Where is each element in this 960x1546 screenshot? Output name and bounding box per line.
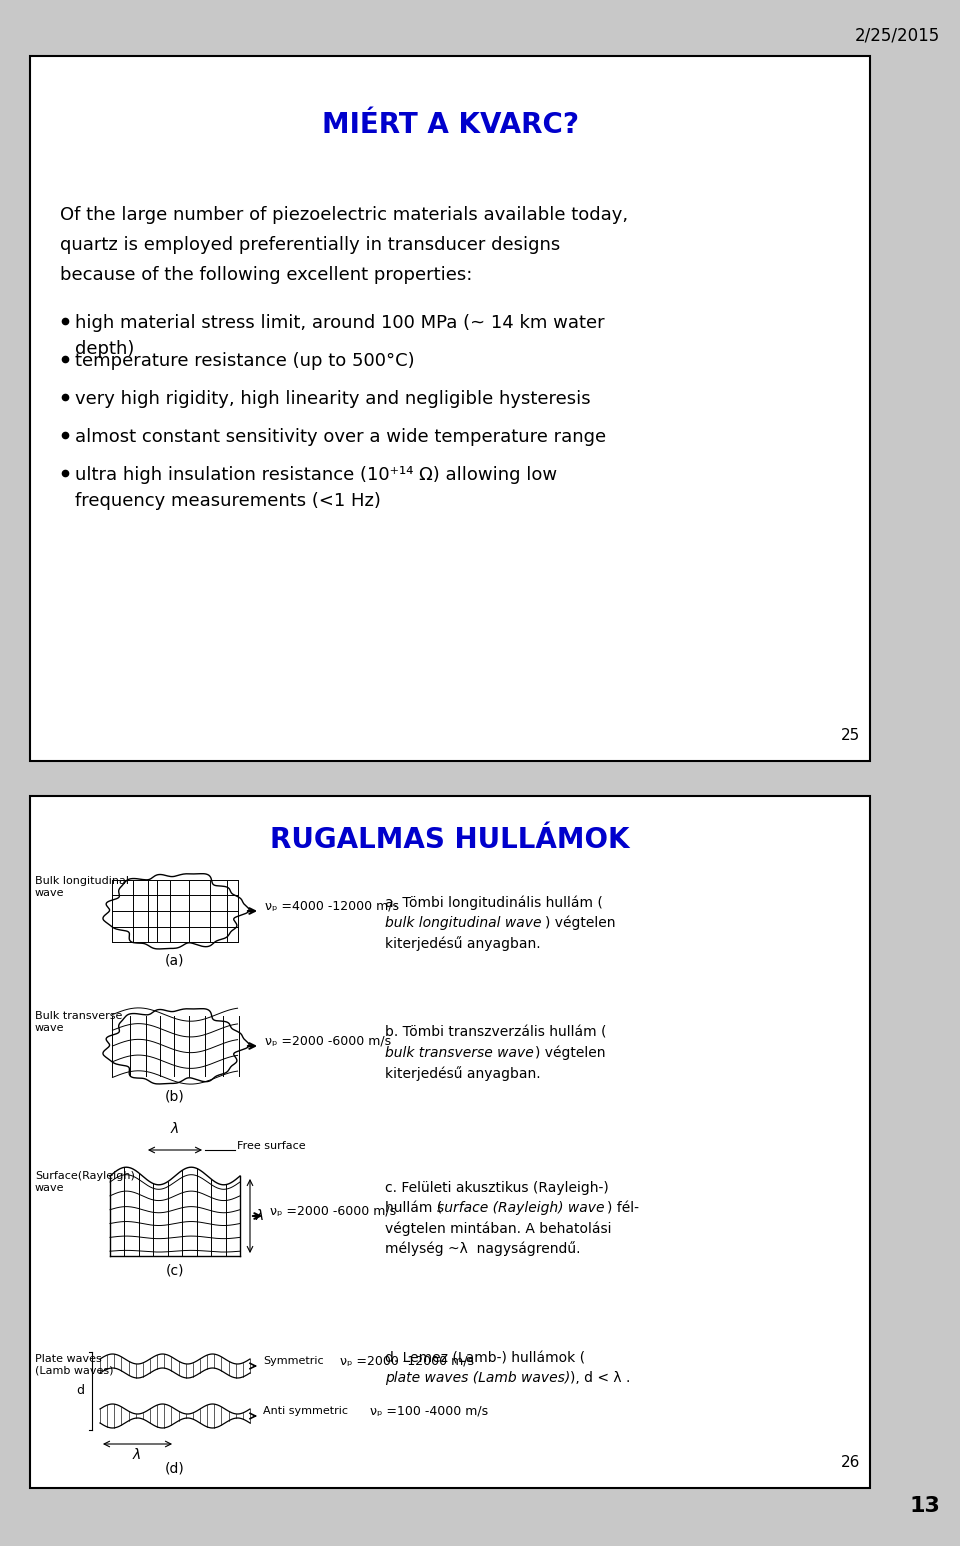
Text: quartz is employed preferentially in transducer designs: quartz is employed preferentially in tra… <box>60 237 561 254</box>
Text: ) végtelen: ) végtelen <box>535 1047 606 1061</box>
Text: Bulk longitudinal
wave: Bulk longitudinal wave <box>35 877 129 898</box>
Bar <box>30 796 870 1487</box>
Text: ) fél-: ) fél- <box>607 1201 639 1215</box>
Text: Of the large number of piezoelectric materials available today,: Of the large number of piezoelectric mat… <box>60 206 628 224</box>
Text: Symmetric: Symmetric <box>263 1356 324 1367</box>
Text: frequency measurements (<1 Hz): frequency measurements (<1 Hz) <box>75 492 381 510</box>
Text: 26: 26 <box>841 1455 860 1470</box>
Text: depth): depth) <box>75 340 134 359</box>
Text: hullám (: hullám ( <box>385 1201 443 1215</box>
Bar <box>30 56 870 761</box>
Text: b. Tömbi transzverzális hullám (: b. Tömbi transzverzális hullám ( <box>385 1027 607 1040</box>
Text: Surface(Rayleigh)
wave: Surface(Rayleigh) wave <box>35 1170 134 1192</box>
Text: MIÉRT A KVARC?: MIÉRT A KVARC? <box>322 111 579 139</box>
Text: (c): (c) <box>166 1265 184 1279</box>
Text: almost constant sensitivity over a wide temperature range: almost constant sensitivity over a wide … <box>75 428 606 445</box>
Text: surface (Rayleigh) wave: surface (Rayleigh) wave <box>437 1201 605 1215</box>
Text: 13: 13 <box>909 1497 940 1517</box>
Text: temperature resistance (up to 500°C): temperature resistance (up to 500°C) <box>75 352 415 369</box>
Text: 2/25/2015: 2/25/2015 <box>854 26 940 43</box>
Text: νₚ =2000 -6000 m/s: νₚ =2000 -6000 m/s <box>265 1034 391 1048</box>
Text: Anti symmetric: Anti symmetric <box>263 1405 348 1416</box>
Text: very high rigidity, high linearity and negligible hysteresis: very high rigidity, high linearity and n… <box>75 390 590 408</box>
Text: plate waves (Lamb waves): plate waves (Lamb waves) <box>385 1371 570 1385</box>
Text: Plate waves
(Lamb waves): Plate waves (Lamb waves) <box>35 1354 113 1376</box>
Text: d. Lemez (Lamb-) hullámok (: d. Lemez (Lamb-) hullámok ( <box>385 1351 586 1365</box>
Text: νₚ =4000 -12000 m/s: νₚ =4000 -12000 m/s <box>265 900 399 912</box>
Text: νₚ =100 -4000 m/s: νₚ =100 -4000 m/s <box>370 1404 488 1418</box>
Text: kiterjedésű anyagban.: kiterjedésű anyagban. <box>385 935 540 951</box>
Text: Bulk transverse
wave: Bulk transverse wave <box>35 1011 122 1033</box>
Text: $\lambda$: $\lambda$ <box>170 1121 180 1136</box>
Text: ) végtelen: ) végtelen <box>545 915 615 931</box>
Text: νₚ =2000 -6000 m/s: νₚ =2000 -6000 m/s <box>270 1204 396 1218</box>
Text: bulk longitudinal wave: bulk longitudinal wave <box>385 915 541 931</box>
Text: νₚ =2000 -12000 m/s: νₚ =2000 -12000 m/s <box>340 1354 474 1368</box>
Text: végtelen mintában. A behatolási: végtelen mintában. A behatolási <box>385 1221 612 1235</box>
Text: Free surface: Free surface <box>237 1141 305 1152</box>
Text: $\lambda$: $\lambda$ <box>255 1209 264 1223</box>
Text: a. Tömbi longitudinális hullám (: a. Tömbi longitudinális hullám ( <box>385 897 603 911</box>
Text: RUGALMAS HULLÁMOK: RUGALMAS HULLÁMOK <box>271 826 630 853</box>
Text: because of the following excellent properties:: because of the following excellent prope… <box>60 266 472 284</box>
Text: kiterjedésű anyagban.: kiterjedésű anyagban. <box>385 1067 540 1081</box>
Text: c. Felületi akusztikus (Rayleigh-): c. Felületi akusztikus (Rayleigh-) <box>385 1181 609 1195</box>
Text: (a): (a) <box>165 954 184 968</box>
Text: $\lambda$: $\lambda$ <box>132 1447 142 1463</box>
Text: 25: 25 <box>841 728 860 744</box>
Text: high material stress limit, around 100 MPa (~ 14 km water: high material stress limit, around 100 M… <box>75 314 605 332</box>
Text: d: d <box>76 1385 84 1398</box>
Text: (d): (d) <box>165 1463 185 1476</box>
Text: (b): (b) <box>165 1088 185 1102</box>
Text: ), d < λ .: ), d < λ . <box>570 1371 631 1385</box>
Text: bulk transverse wave: bulk transverse wave <box>385 1047 534 1061</box>
Text: ultra high insulation resistance (10⁺¹⁴ Ω) allowing low: ultra high insulation resistance (10⁺¹⁴ … <box>75 465 557 484</box>
Text: mélység ~λ  nagyságrendű.: mélység ~λ nagyságrendű. <box>385 1241 581 1255</box>
